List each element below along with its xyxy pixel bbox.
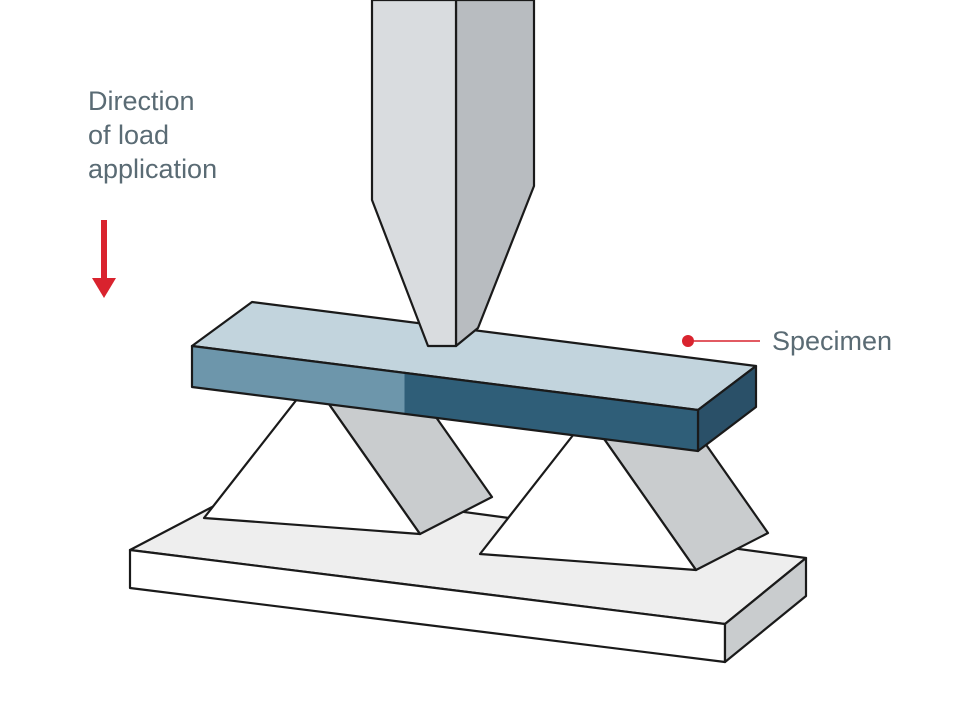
specimen-callout [682,335,760,347]
specimen-label: Specimen [772,326,892,356]
load-direction-arrow [92,220,116,298]
load-direction-label: Directionof loadapplication [88,86,217,184]
loading-punch [372,0,534,346]
